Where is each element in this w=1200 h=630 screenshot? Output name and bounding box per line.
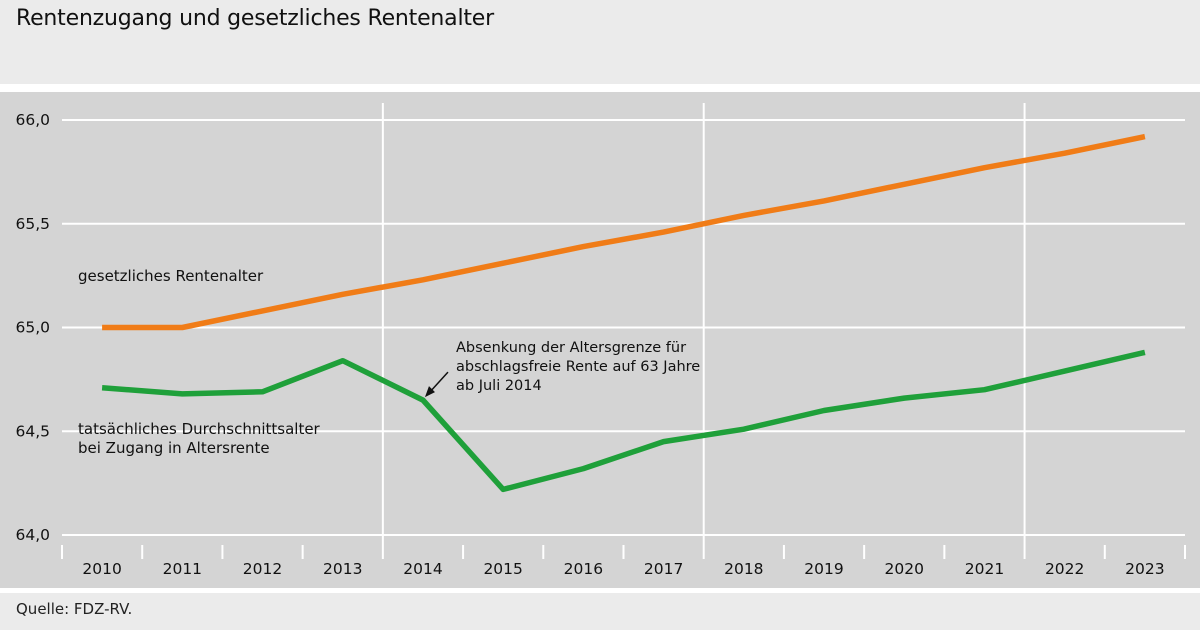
x-tick-label: 2017 (644, 560, 683, 578)
x-tick-label: 2016 (564, 560, 603, 578)
plot-panel (0, 92, 1200, 588)
x-tick-label: 2021 (965, 560, 1004, 578)
x-tick-label: 2011 (163, 560, 202, 578)
header-separator (0, 84, 1200, 92)
x-axis-band (0, 545, 1200, 586)
x-tick-label: 2010 (82, 560, 121, 578)
y-tick-label: 65,0 (15, 319, 50, 337)
x-tick-label: 2012 (243, 560, 282, 578)
x-tick-label: 2018 (724, 560, 763, 578)
chart-title: Rentenzugang und gesetzliches Rentenalte… (16, 6, 494, 31)
x-tick-label: 2013 (323, 560, 362, 578)
annotation-arrow-head (424, 386, 435, 398)
y-tick-label: 65,5 (15, 215, 50, 233)
x-tick-label: 2023 (1125, 560, 1164, 578)
x-tick-label: 2014 (403, 560, 442, 578)
y-tick-label: 64,0 (15, 526, 50, 544)
series-line-1 (101, 349, 1146, 493)
y-tick-label: 64,5 (15, 422, 50, 440)
y-tick-label: 66,0 (15, 111, 50, 129)
x-tick-label: 2015 (483, 560, 522, 578)
source-note: Quelle: FDZ-RV. (16, 600, 133, 618)
series-line-0 (102, 133, 1146, 331)
x-tick-label: 2019 (804, 560, 843, 578)
annotation-text: Absenkung der Altersgrenze für abschlagsf… (456, 340, 700, 394)
footer-separator (0, 588, 1200, 593)
x-tick-label: 2022 (1045, 560, 1084, 578)
x-tick-label: 2020 (885, 560, 924, 578)
series-label-1: tatsächliches Durchschnittsalter bei Zuga… (78, 420, 321, 457)
series-label-0: gesetzliches Rentenalter (78, 267, 264, 285)
